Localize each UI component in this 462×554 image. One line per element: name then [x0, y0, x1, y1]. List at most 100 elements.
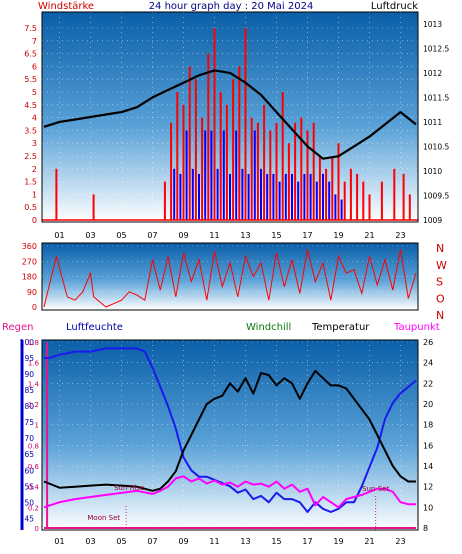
x-tick-label: 15: [271, 231, 281, 240]
rain-tick-label: 0.8: [28, 442, 39, 450]
pressure-tick-label: 1011.5: [423, 93, 449, 102]
rain-tick-label: 0.6: [28, 463, 40, 471]
humidity-tick-label: 60: [24, 466, 34, 475]
rain-tick-label: 1.4: [28, 380, 40, 388]
mean-wind-bar: [253, 130, 256, 220]
mean-wind-bar: [309, 173, 312, 220]
mean-wind-bar: [297, 181, 300, 220]
temp-tick-label: 8: [423, 524, 428, 533]
wind-direction-plot-area: [42, 243, 418, 310]
pressure-axis-label: Luftdruck: [371, 1, 418, 12]
direction-tick-label: 270: [22, 257, 37, 266]
wind-tick-label: 3.5: [24, 126, 37, 135]
x-tick-label: 21: [364, 231, 374, 240]
x-tick-label: 09: [178, 537, 188, 546]
wind-tick-label: 6.5: [24, 50, 37, 59]
temp-tick-label: 20: [423, 400, 433, 409]
mean-wind-bar: [235, 130, 238, 220]
wind-tick-label: 1.5: [24, 178, 37, 187]
pressure-tick-label: 1013: [423, 20, 442, 29]
gust-bar: [182, 104, 185, 220]
mean-wind-bar: [247, 173, 250, 220]
pressure-tick-label: 1009.5: [423, 191, 449, 200]
x-tick-label: 11: [209, 537, 219, 546]
wind-direction-frame: [41, 242, 419, 311]
chart-title: 24 hour graph day : 20 Mai 2024: [149, 1, 314, 12]
gust-bar: [275, 122, 278, 220]
pressure-tick-label: 1010: [423, 167, 442, 176]
gust-bar: [188, 66, 191, 221]
humidity-tick-label: 75: [24, 418, 34, 427]
x-tick-label: 19: [333, 537, 343, 546]
mean-wind-bar: [222, 130, 225, 220]
humidity-line: [44, 347, 417, 513]
x-tick-label: 19: [333, 231, 343, 240]
humidity-tick-label: 45: [24, 514, 34, 523]
x-tick-label: 07: [147, 537, 157, 546]
gust-bar: [380, 181, 383, 220]
mean-wind-bar: [303, 173, 306, 220]
compass-label: N: [436, 242, 444, 255]
gust-bar: [331, 156, 334, 220]
x-tick-label: 17: [302, 231, 312, 240]
x-tick-label: 03: [85, 537, 95, 546]
x-tick-label: 15: [271, 537, 281, 546]
gust-bar: [232, 79, 235, 220]
wind-tick-label: 0.5: [24, 203, 37, 212]
mean-wind-bar: [284, 173, 287, 220]
temp-tick-label: 26: [423, 338, 433, 347]
x-tick-label: 21: [364, 537, 374, 546]
humidity-tick-label: 100: [20, 338, 35, 347]
pressure-line: [43, 69, 417, 160]
wind-tick-label: 7.5: [24, 24, 37, 33]
gust-bar: [402, 173, 405, 220]
gust-bar: [287, 143, 290, 220]
gust-bar: [263, 104, 266, 220]
gust-bar: [238, 66, 241, 221]
humidity-tick-label: 70: [24, 434, 34, 443]
gust-bar: [207, 53, 210, 220]
temp-tick-label: 10: [423, 503, 433, 512]
mean-wind-bar: [241, 168, 244, 220]
x-tick-label: 09: [178, 231, 188, 240]
gust-bar: [318, 156, 321, 220]
rain-tick-label: 1: [35, 422, 39, 430]
rain-tick-label: 1.6: [28, 360, 40, 368]
gust-bar: [281, 92, 284, 220]
mean-wind-bar: [266, 173, 269, 220]
wind-tick-label: 4.5: [24, 101, 37, 110]
x-tick-label: 23: [395, 231, 405, 240]
mean-wind-bar: [278, 181, 281, 220]
wind-pressure-frame: [41, 11, 419, 223]
gust-bar: [55, 168, 58, 220]
gust-bar: [362, 181, 365, 220]
gust-bar: [325, 168, 328, 220]
compass-label: O: [436, 292, 445, 305]
gust-bar: [408, 194, 411, 220]
pressure-tick-label: 1010.5: [423, 142, 449, 151]
wind-tick-label: 2.5: [24, 152, 37, 161]
legend-regen: Regen: [2, 322, 34, 333]
humidity-tick-label: 85: [24, 386, 34, 395]
mean-wind-bar: [334, 194, 337, 220]
gust-bar: [201, 117, 204, 220]
pressure-tick-label: 1012: [423, 69, 442, 78]
mean-wind-bar: [229, 173, 231, 220]
temp-humidity-frame: [41, 339, 419, 531]
temp-tick-label: 12: [423, 483, 433, 492]
gust-bar: [393, 168, 396, 220]
wind-tick-label: 0: [32, 216, 37, 225]
mean-wind-bar: [328, 181, 331, 220]
x-tick-label: 01: [54, 231, 64, 240]
temperature-line: [43, 369, 416, 492]
legend-taupunkt: Taupunkt: [393, 322, 440, 333]
legend-windchill: Windchill: [246, 322, 291, 333]
gust-bar: [176, 92, 179, 220]
mean-wind-bar: [340, 199, 343, 220]
gust-bar: [256, 122, 259, 220]
gust-bar: [356, 173, 359, 220]
gust-bar: [250, 117, 253, 220]
compass-label: S: [436, 276, 443, 289]
x-tick-label: 11: [209, 231, 219, 240]
wind-tick-label: 5: [32, 88, 37, 97]
